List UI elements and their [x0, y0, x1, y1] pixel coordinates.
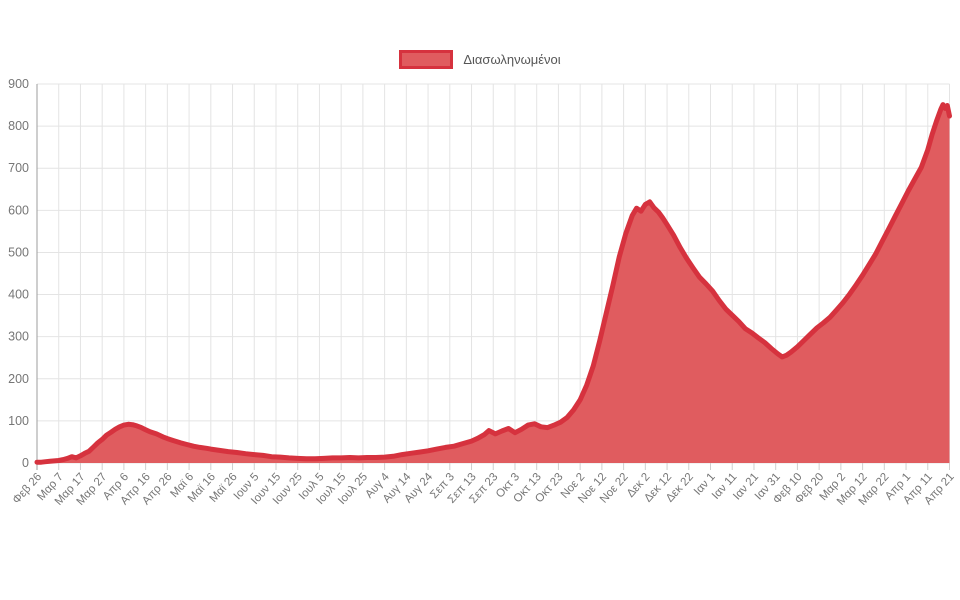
y-axis-tick-label: 900 [8, 77, 29, 91]
y-axis-tick-label: 600 [8, 203, 29, 217]
series-line [34, 102, 952, 465]
y-axis-tick-label: 800 [8, 119, 29, 133]
series-area [37, 104, 950, 463]
legend-item-intubated[interactable]: Διασωληνωμένοι [399, 50, 561, 69]
x-axis-tick-label: Φεβ 26 [11, 471, 45, 506]
y-axis-tick-label: 700 [8, 161, 29, 175]
y-axis-tick-label: 200 [8, 372, 29, 386]
y-axis-tick-label: 100 [8, 414, 29, 428]
legend-swatch-icon [399, 50, 454, 69]
y-axis-tick-label: 300 [8, 330, 29, 344]
y-axis-tick-label: 500 [8, 245, 29, 259]
legend-label: Διασωληνωμένοι [463, 52, 561, 67]
y-axis-tick-label: 0 [22, 456, 29, 470]
y-axis-tick-label: 400 [8, 288, 29, 302]
legend: Διασωληνωμένοι [0, 50, 960, 69]
